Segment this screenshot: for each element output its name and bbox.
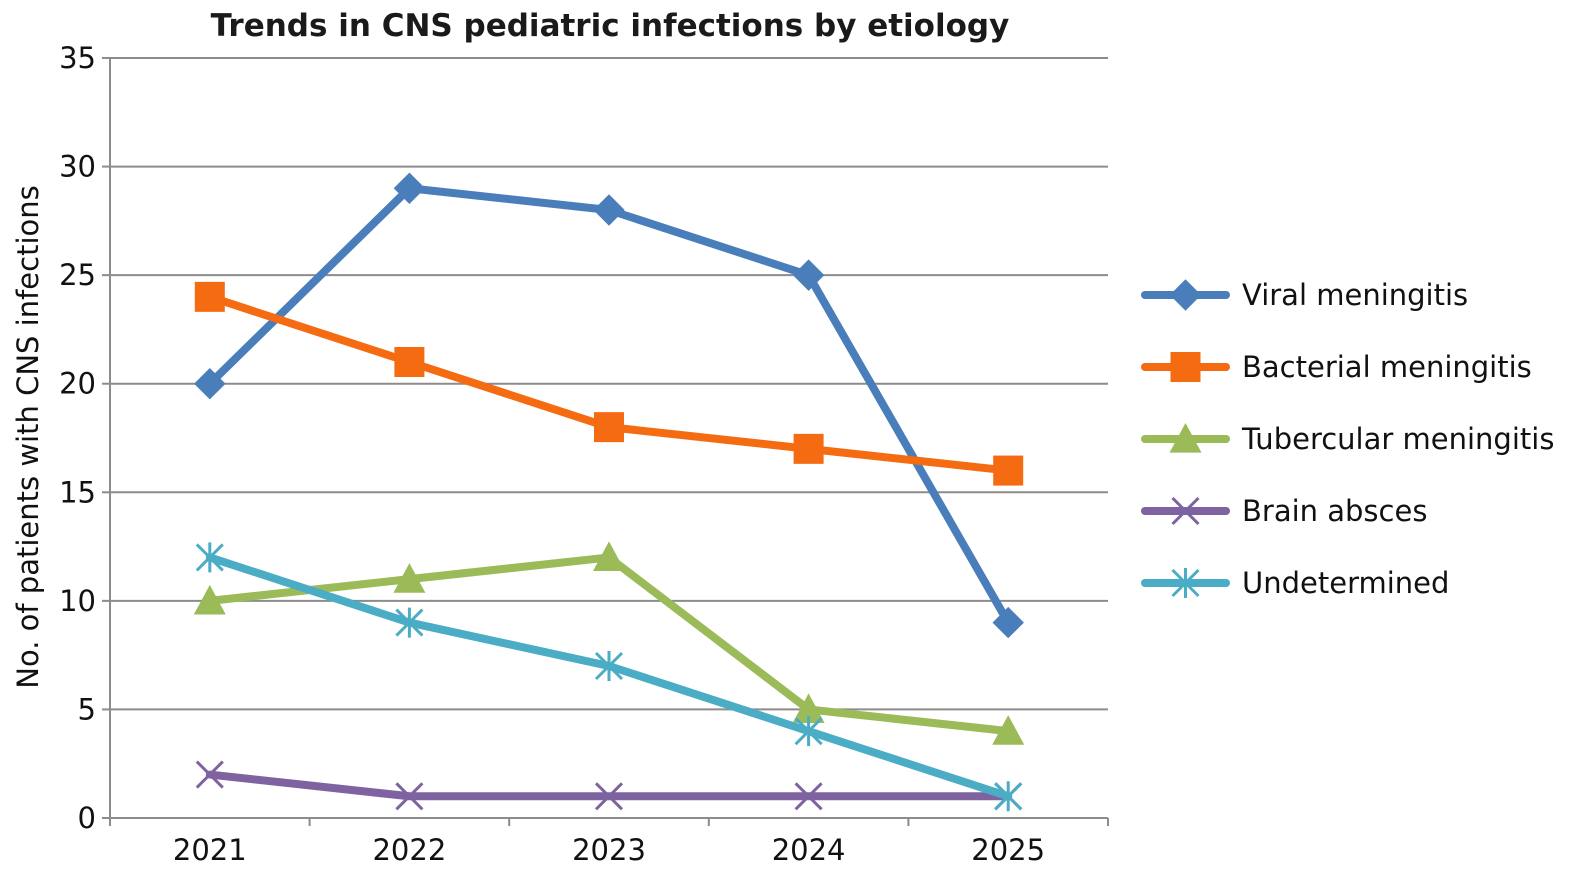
series-4 <box>195 542 1023 812</box>
series-0 <box>194 172 1024 639</box>
y-tick-label: 10 <box>59 584 96 618</box>
data-point <box>594 651 624 681</box>
data-point <box>194 281 225 312</box>
x-tick-label: 2021 <box>173 833 247 867</box>
data-point <box>794 782 823 811</box>
series-line <box>205 553 1013 736</box>
y-tick-label: 30 <box>59 150 96 184</box>
data-point <box>394 347 425 377</box>
data-point <box>195 760 224 789</box>
y-tick-label: 20 <box>59 367 96 401</box>
legend-label: Bacterial meningitis <box>1242 350 1532 384</box>
series-lines <box>193 172 1025 812</box>
data-point <box>193 584 226 615</box>
data-point <box>594 412 624 443</box>
data-point <box>992 606 1024 639</box>
x-tick-label: 2024 <box>772 833 846 867</box>
data-point <box>993 455 1024 486</box>
data-point <box>593 541 625 572</box>
y-tick-label: 0 <box>78 801 96 835</box>
y-axis-label: No. of patients with CNS infections <box>11 185 45 688</box>
grid-lines <box>110 57 1108 711</box>
series-1 <box>194 281 1024 486</box>
legend-item: Undetermined <box>1141 566 1449 600</box>
x-tick-label: 2022 <box>372 833 446 867</box>
data-point <box>593 194 625 226</box>
legend-item: Viral meningitis <box>1141 278 1468 312</box>
legend-item: Tubercular meningitis <box>1141 422 1554 456</box>
legend-marker <box>1170 352 1201 382</box>
data-point <box>395 782 424 811</box>
series-2 <box>193 541 1025 745</box>
data-point <box>794 716 823 747</box>
data-point <box>994 781 1023 812</box>
y-tick-label: 15 <box>59 475 96 509</box>
legend-marker <box>1171 496 1200 526</box>
legend-label: Viral meningitis <box>1242 278 1468 312</box>
data-point <box>992 715 1025 745</box>
y-tick-label: 35 <box>59 41 96 75</box>
data-point <box>393 172 426 204</box>
legend-marker <box>1169 279 1202 311</box>
y-tick-label: 25 <box>59 258 96 292</box>
data-point <box>792 693 825 724</box>
data-point <box>594 782 624 811</box>
y-tick-label: 5 <box>78 692 96 726</box>
data-point <box>393 563 426 593</box>
x-tick-label: 2025 <box>971 833 1045 867</box>
legend-label: Brain absces <box>1242 494 1427 528</box>
series-line <box>205 770 1013 801</box>
data-point <box>395 607 424 638</box>
legend-label: Undetermined <box>1242 566 1449 600</box>
chart-title: Trends in CNS pediatric infections by et… <box>211 8 1010 44</box>
series-3 <box>195 760 1023 811</box>
data-point <box>194 368 226 400</box>
data-point <box>793 433 824 464</box>
x-tick-label: 2023 <box>572 833 646 867</box>
legend-label: Tubercular meningitis <box>1241 422 1554 456</box>
legend-marker <box>1171 568 1200 598</box>
legend-item: Bacterial meningitis <box>1141 350 1532 384</box>
legend-item: Brain absces <box>1141 494 1427 528</box>
legend: Viral meningitis Bacterial meningitis Tube… <box>1141 278 1554 600</box>
data-point <box>792 259 825 291</box>
data-point <box>195 542 224 573</box>
legend-marker <box>1169 423 1202 453</box>
